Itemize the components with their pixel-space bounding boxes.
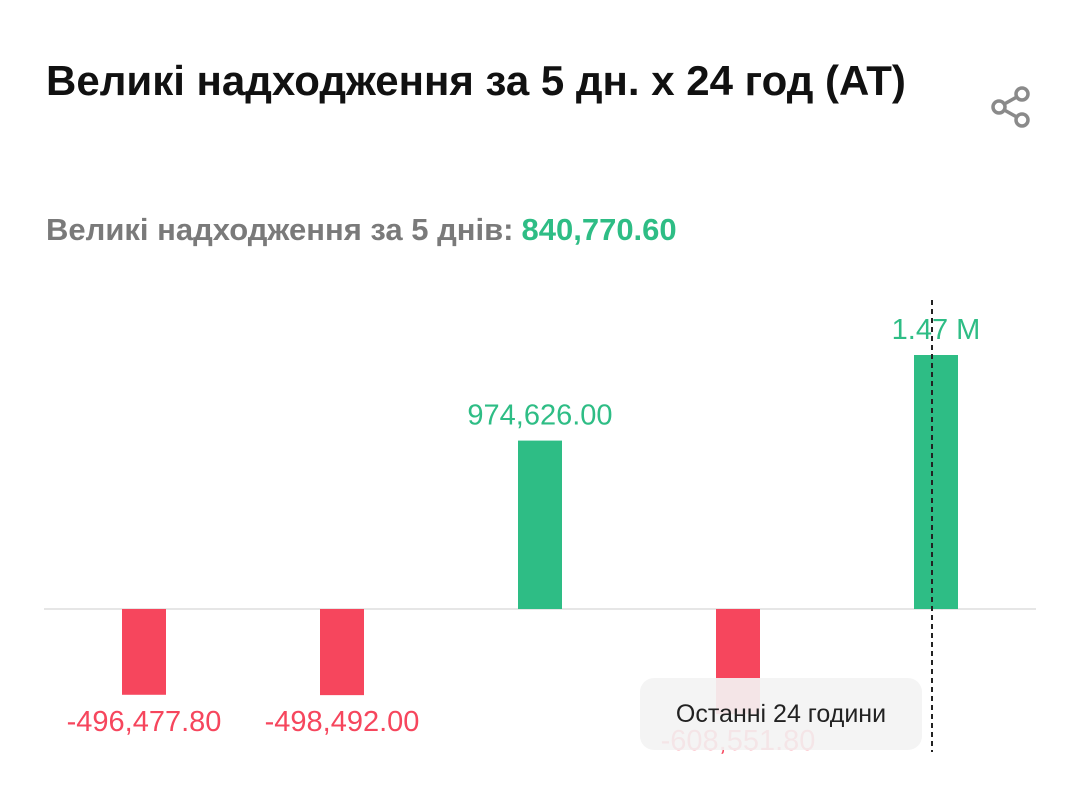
share-icon [991,86,1030,128]
data-label-2: 974,626.00 [467,400,612,432]
data-label-4: 1.47 M [892,314,981,346]
bar-2[interactable] [518,440,562,609]
tooltip-last-24h: Останні 24 години [640,678,922,750]
bar-1[interactable] [320,609,364,696]
page-title: Великі надходження за 5 дн. x 24 год (AT… [46,57,906,104]
share-button[interactable] [986,84,1036,134]
bar-4[interactable] [914,355,958,609]
data-label-1: -498,492.00 [265,706,420,738]
summary-line: Великі надходження за 5 днів: 840,770.60 [46,212,677,248]
bar-0[interactable] [122,609,166,695]
data-label-0: -496,477.80 [67,706,222,738]
summary-label: Великі надходження за 5 днів: [46,212,514,247]
summary-value: 840,770.60 [521,212,677,247]
